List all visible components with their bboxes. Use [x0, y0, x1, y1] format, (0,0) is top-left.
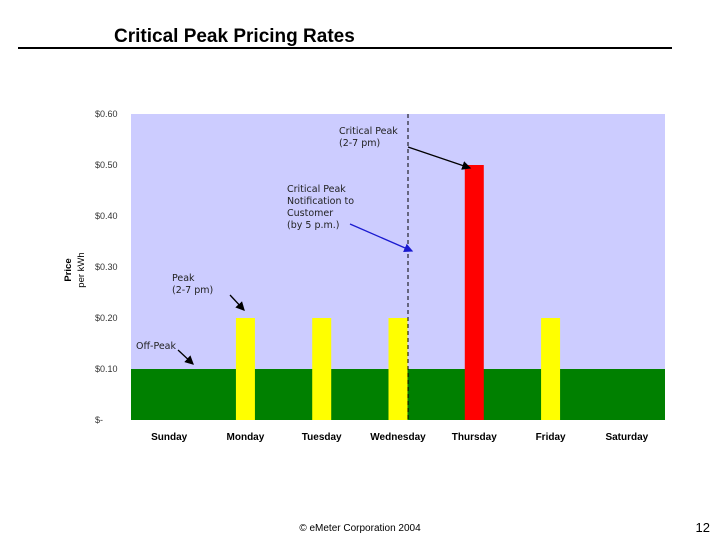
- y-tick-label: $0.10: [95, 364, 118, 374]
- bar-wednesday: [388, 318, 408, 420]
- bar-thursday: [464, 165, 484, 420]
- x-tick-label-wednesday: Wednesday: [370, 432, 426, 443]
- annotation-critical-peak-line-1: Critical Peak: [339, 126, 398, 137]
- bar-tuesday: [312, 318, 332, 420]
- annotation-critical-peak-line-2: (2-7 pm): [339, 138, 380, 149]
- page-number: 12: [695, 520, 710, 535]
- arrow-off-peak: [177, 349, 194, 365]
- y-tick-label: $0.30: [95, 262, 118, 272]
- x-tick-label-tuesday: Tuesday: [302, 432, 342, 443]
- x-tick-label-friday: Friday: [536, 432, 566, 443]
- x-tick-label-sunday: Sunday: [151, 432, 188, 443]
- y-tick-label: $-: [95, 415, 103, 425]
- annotation-notification-line-4: (by 5 p.m.): [287, 220, 339, 231]
- arrow-peak: [229, 294, 245, 311]
- bar-monday: [235, 318, 255, 420]
- footer-copyright: © eMeter Corporation 2004: [299, 523, 421, 534]
- title-rule: [18, 47, 672, 49]
- x-tick-label-saturday: Saturday: [605, 432, 648, 443]
- annotation-peak-line-2: (2-7 pm): [172, 285, 213, 296]
- x-tick-label-monday: Monday: [227, 432, 265, 443]
- y-axis-title-line-1: Price: [63, 258, 74, 281]
- y-tick-label: $0.40: [95, 211, 118, 221]
- annotation-off-peak: Off-Peak: [136, 341, 177, 352]
- y-tick-label: $0.20: [95, 313, 118, 323]
- arrow-notification: [349, 223, 414, 253]
- x-tick-label-thursday: Thursday: [452, 432, 497, 443]
- annotation-notification-line-2: Notification to: [287, 196, 354, 207]
- arrow-critical-peak: [407, 146, 472, 170]
- annotation-notification-line-1: Critical Peak: [287, 184, 346, 195]
- bar-friday: [541, 318, 561, 420]
- y-tick-label: $0.60: [95, 109, 118, 119]
- annotation-peak-line-1: Peak: [172, 273, 195, 284]
- y-tick-label: $0.50: [95, 160, 118, 170]
- annotation-notification-line-3: Customer: [287, 208, 333, 219]
- slide-title: Critical Peak Pricing Rates: [114, 26, 355, 47]
- y-axis-title-line-2: per kWh: [76, 252, 87, 287]
